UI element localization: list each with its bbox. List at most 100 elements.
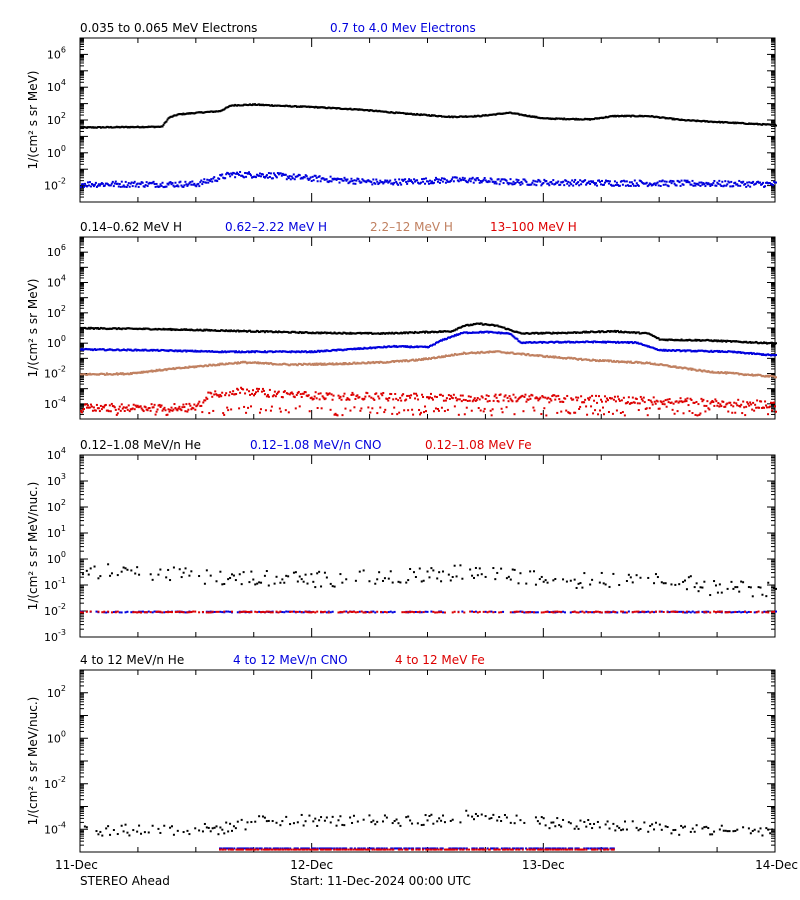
panel-electrons-series-1-point: [315, 176, 318, 179]
panel-protons-series-3-point: [308, 410, 311, 413]
panel-electrons-series-1-point: [318, 175, 321, 178]
panel-protons-series-1-point: [452, 335, 455, 338]
panel-heavy-low-series-0-point: [130, 569, 133, 572]
panel-protons-series-3-point: [94, 409, 97, 412]
panel-heavy-low-series-0-point: [298, 575, 301, 578]
panel-protons-series-3-point: [342, 395, 345, 398]
panel-protons-series-0-point: [341, 332, 344, 335]
panel-electrons-series-1-point: [172, 184, 175, 187]
panel-protons-series-3-point: [210, 392, 213, 395]
panel-electrons-series-1-point: [707, 182, 710, 185]
panel-protons-series-2-point: [296, 364, 299, 367]
panel-protons-series-3-point: [670, 401, 673, 404]
panel-heavy-low-series-0-point: [397, 580, 400, 583]
panel-protons-series-3-point: [242, 388, 245, 391]
panel-protons-series-3-point: [395, 397, 398, 400]
panel-electrons-series-1-point: [501, 178, 504, 181]
panel-protons-series-3-point: [767, 413, 770, 416]
panel-protons-series-3-point: [383, 411, 386, 414]
panel-heavy-low-series-0-point: [449, 579, 452, 582]
panel-heavy-low-series-0-point: [169, 579, 172, 582]
panel-protons-series-1-point: [750, 351, 753, 354]
panel-protons-series-3-point: [80, 411, 83, 414]
panel-protons-series-2-point: [150, 369, 153, 372]
panel-electrons-series-1-point: [173, 185, 176, 188]
panel-electrons-series-1-point: [630, 181, 633, 184]
panel-protons-series-3-point: [603, 395, 606, 398]
panel-protons-series-3-point: [452, 393, 455, 396]
panel-protons-series-3-point: [433, 395, 436, 398]
panel-electrons-series-1-point: [309, 176, 312, 179]
panel-electrons-series-1-point: [203, 178, 206, 181]
panel-heavy-low-series-0-point: [240, 583, 243, 586]
panel-heavy-low-legend-2: 0.12–1.08 MeV Fe: [425, 438, 532, 452]
panel-protons-series-3-point: [718, 405, 721, 408]
panel-heavy-low-series-0-point: [418, 567, 421, 570]
panel-electrons-series-1-point: [495, 182, 498, 185]
panel-electrons-series-1-point: [424, 182, 427, 185]
panel-electrons-series-1-point: [145, 181, 148, 184]
panel-protons-series-3-point: [170, 406, 173, 409]
panel-protons-series-3-point: [412, 413, 415, 416]
panel-protons-series-3-point: [702, 398, 705, 401]
panel-electrons-series-1-point: [435, 178, 438, 181]
panel-electrons-series-1-point: [277, 173, 280, 176]
panel-electrons-series-1-point: [425, 177, 428, 180]
panel-protons-series-3-point: [758, 406, 761, 409]
panel-electrons-series-1-point: [533, 183, 536, 186]
panel-heavy-low-ytick-label: 10-3: [44, 628, 66, 644]
panel-electrons-series-1-point: [312, 179, 315, 182]
panel-electrons-series-1-point: [314, 174, 317, 177]
panel-protons-series-3-point: [578, 407, 581, 410]
panel-protons-series-3-point: [369, 411, 372, 414]
panel-protons-series-3-point: [418, 408, 421, 411]
panel-protons-series-3-point: [560, 410, 563, 413]
panel-electrons-series-1-point: [397, 183, 400, 186]
panel-electrons-series-1-point: [85, 185, 88, 188]
panel-protons-series-0-point: [725, 340, 728, 343]
panel-electrons-series-1-point: [91, 183, 94, 186]
panel-protons-legend-3: 13–100 MeV H: [490, 220, 577, 234]
panel-protons-series-3-point: [459, 394, 462, 397]
panel-protons-series-3-point: [448, 397, 451, 400]
panel-protons-series-0-point: [613, 329, 616, 332]
panel-protons-series-3-point: [729, 401, 732, 404]
panel-electrons-series-1-point: [391, 182, 394, 185]
panel-protons-series-3-point: [358, 396, 361, 399]
panel-heavy-low-series-0-point: [149, 573, 152, 576]
panel-electrons-series-1-point: [117, 185, 120, 188]
panel-electrons-series-1-point: [298, 174, 301, 177]
panel-electrons-series-1-point: [721, 180, 724, 183]
panel-heavy-low-series-0-point: [188, 574, 191, 577]
panel-electrons-series-1-point: [210, 178, 213, 181]
panel-protons-series-2-point: [121, 372, 124, 375]
panel-protons-series-3-point: [207, 391, 210, 394]
panel-heavy-low-series-0-point: [562, 578, 565, 581]
panel-protons-series-2-point: [401, 360, 404, 363]
panel-protons-series-3-point: [89, 403, 92, 406]
panel-protons-series-3-point: [185, 403, 188, 406]
panel-electrons-series-1-point: [736, 183, 739, 186]
panel-electrons-ytick-label: 102: [47, 111, 66, 127]
panel-protons-series-3-point: [703, 404, 706, 407]
panel-protons-series-3-point: [230, 408, 233, 411]
panel-protons-series-2-point: [674, 365, 677, 368]
panel-electrons-series-1-point: [264, 175, 267, 178]
panel-electrons-series-1-point: [432, 181, 435, 184]
panel-electrons-series-1-point: [197, 182, 200, 185]
panel-protons-series-2-point: [187, 366, 190, 369]
panel-protons-series-3-point: [484, 397, 487, 400]
panel-heavy-low-series-0-point: [505, 577, 508, 580]
panel-protons-series-3-point: [251, 392, 254, 395]
panel-heavy-low-series-0-point: [387, 577, 390, 580]
panel-electrons-series-1-point: [352, 182, 355, 185]
panel-electrons-series-1-point: [238, 173, 241, 176]
panel-protons-series-3-point: [627, 396, 630, 399]
panel-protons-series-3-point: [166, 413, 169, 416]
panel-protons-series-3-point: [174, 407, 177, 410]
panel-heavy-low-series-0-point: [376, 578, 379, 581]
panel-electrons-series-1-point: [218, 177, 221, 180]
panel-protons-series-3-point: [220, 395, 223, 398]
panel-electrons-series-1-point: [382, 182, 385, 185]
panel-protons-series-3-point: [189, 404, 192, 407]
